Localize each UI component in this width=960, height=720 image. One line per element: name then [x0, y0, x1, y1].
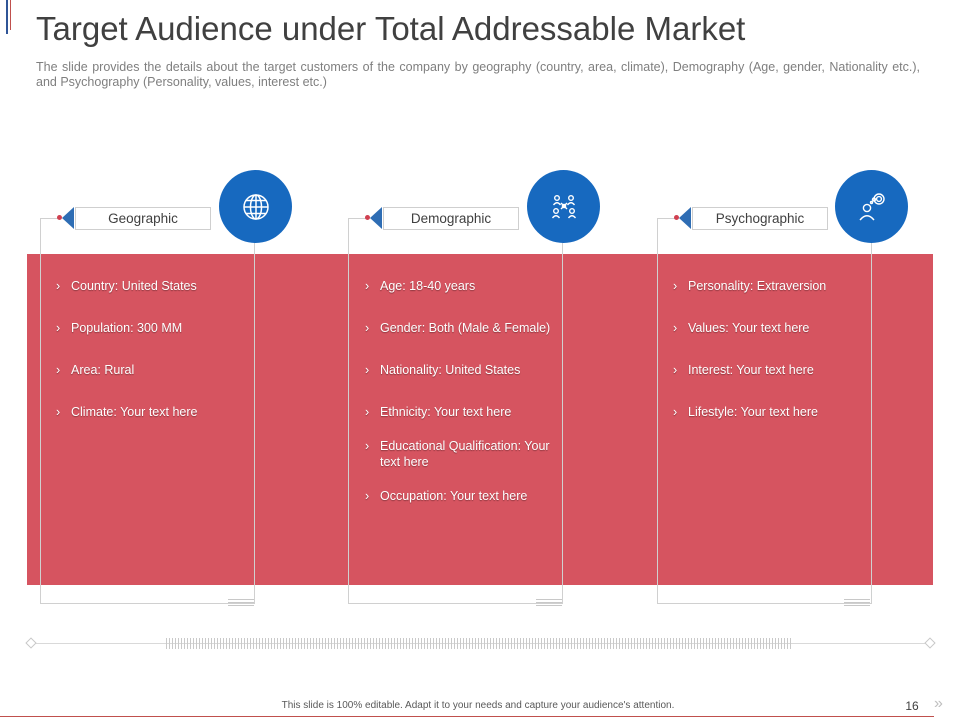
pointer-triangle	[62, 207, 74, 229]
frame-connector-vertical	[657, 218, 658, 242]
list-item: Occupation: Your text here	[365, 488, 561, 504]
frame-connector-vertical	[40, 218, 41, 242]
list-item: Country: United States	[56, 278, 246, 294]
connector-dot	[57, 215, 62, 220]
frame-connector-vertical	[348, 218, 349, 242]
footer-divider	[0, 716, 934, 717]
list-item: Nationality: United States	[365, 362, 561, 378]
person-thinking-icon	[835, 170, 908, 243]
list-item: Gender: Both (Male & Female)	[365, 320, 561, 336]
list-item: Personality: Extraversion	[673, 278, 869, 294]
list-item: Area: Rural	[56, 362, 246, 378]
timeline-start-diamond	[25, 637, 37, 649]
list-item: Age: 18-40 years	[365, 278, 561, 294]
accent-bar-blue	[6, 0, 8, 34]
footer-note: This slide is 100% editable. Adapt it to…	[281, 700, 675, 711]
frame-connector	[40, 218, 60, 219]
page-subtitle: The slide provides the details about the…	[36, 60, 920, 89]
column-frame-geographic	[40, 241, 255, 604]
list-item: Values: Your text here	[673, 320, 869, 336]
accent-bar-red	[10, 0, 11, 30]
column-label-demographic: Demographic	[383, 207, 519, 230]
list-item: Interest: Your text here	[673, 362, 869, 378]
globe-icon	[219, 170, 292, 243]
column-label-psychographic: Psychographic	[692, 207, 828, 230]
list-item: Educational Qualification: Your text her…	[365, 438, 561, 470]
timeline-end-diamond	[924, 637, 936, 649]
psychographic-item-list: Personality: Extraversion Values: Your t…	[673, 278, 869, 420]
list-item: Population: 300 MM	[56, 320, 246, 336]
frame-connector	[657, 218, 677, 219]
grip-handle	[536, 599, 562, 606]
list-item: Ethnicity: Your text here	[365, 404, 561, 420]
frame-connector	[348, 218, 368, 219]
column-frame-demographic	[348, 241, 563, 604]
pointer-triangle	[679, 207, 691, 229]
demographic-item-list: Age: 18-40 years Gender: Both (Male & Fe…	[365, 278, 561, 504]
grip-handle	[844, 599, 870, 606]
timeline-hatch	[166, 638, 792, 649]
connector-dot	[674, 215, 679, 220]
page-number: 16	[905, 699, 919, 713]
connector-dot	[365, 215, 370, 220]
geographic-item-list: Country: United States Population: 300 M…	[56, 278, 246, 420]
list-item: Lifestyle: Your text here	[673, 404, 869, 420]
column-label-geographic: Geographic	[75, 207, 211, 230]
people-network-icon	[527, 170, 600, 243]
grip-handle	[228, 599, 254, 606]
page-title: Target Audience under Total Addressable …	[36, 10, 746, 47]
next-slide-icon[interactable]: »	[934, 695, 943, 712]
list-item: Climate: Your text here	[56, 404, 246, 420]
column-frame-psychographic	[657, 241, 872, 604]
pointer-triangle	[370, 207, 382, 229]
